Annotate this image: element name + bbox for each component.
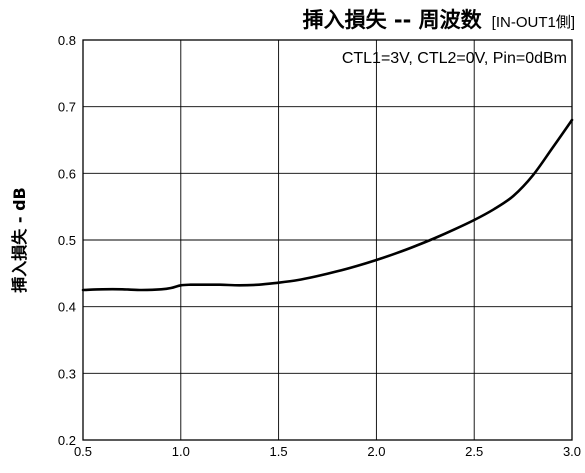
series-line [81,118,574,292]
y-tick-label: 0.3 [58,366,76,381]
x-tick-label: 1.0 [172,444,190,459]
y-tick-label: 0.4 [58,300,76,315]
x-tick-label: 0.5 [74,444,92,459]
x-tick-label: 3.0 [563,444,581,459]
grid [83,40,572,440]
y-tick-label: 0.2 [58,433,76,448]
y-tick-label: 0.5 [58,233,76,248]
y-axis-label: 挿入損失 - dB [10,187,29,292]
conditions-annotation: CTL1=3V, CTL2=0V, Pin=0dBm [342,50,567,67]
y-tick-labels: 0.2 0.3 0.4 0.5 0.6 0.7 0.8 [58,33,76,448]
x-tick-label: 1.5 [270,444,288,459]
plot-frame [82,39,573,441]
x-tick-label: 2.5 [465,444,483,459]
chart-subtitle: [IN-OUT1側] [492,14,575,31]
x-tick-labels: 0.5 1.0 1.5 2.0 2.5 3.0 [74,444,581,459]
x-tick-label: 2.0 [367,444,385,459]
y-tick-label: 0.6 [58,166,76,181]
y-tick-label: 0.8 [58,33,76,48]
chart-title-main: 挿入損失 -- 周波数 [303,8,483,32]
chart-title: 挿入損失 -- 周波数 [IN-OUT1側] [303,8,575,32]
y-tick-label: 0.7 [58,100,76,115]
